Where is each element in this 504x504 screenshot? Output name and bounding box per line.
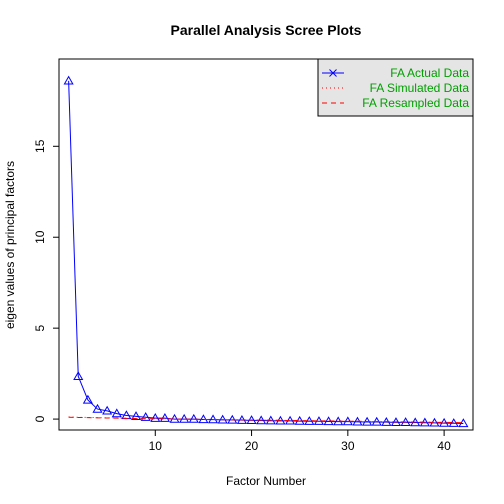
- series-line-2: [68, 416, 464, 424]
- legend: FA Actual Data FA Simulated Data FA Resa…: [317, 58, 474, 117]
- data-point-0: [179, 413, 190, 423]
- data-point-0: [102, 405, 113, 415]
- data-point-0: [150, 412, 161, 422]
- legend-box: [317, 58, 474, 117]
- y-tick-label: 5: [33, 325, 47, 332]
- data-point-0: [159, 412, 170, 422]
- x-tick-label: 10: [149, 439, 163, 453]
- series-layer: [63, 75, 469, 428]
- data-point-0: [130, 411, 142, 421]
- data-point-0: [140, 412, 151, 421]
- y-axis: 0 5 10 15: [33, 139, 59, 422]
- legend-label-actual: FA Actual Data: [390, 66, 469, 80]
- legend-cross-mark: [329, 69, 337, 77]
- data-point-0: [188, 413, 199, 423]
- x-tick-label: 20: [245, 439, 259, 453]
- legend-label-simulated: FA Simulated Data: [370, 81, 470, 95]
- y-tick-label: 10: [33, 230, 47, 244]
- y-tick-label: 15: [33, 139, 47, 153]
- x-tick-label: 30: [341, 439, 355, 453]
- data-point-0: [111, 408, 122, 418]
- x-tick-label: 40: [437, 439, 451, 453]
- data-point-0: [82, 394, 93, 404]
- data-point-0: [63, 75, 74, 85]
- legend-label-resampled: FA Resampled Data: [362, 96, 469, 110]
- plot-area-border: [58, 58, 474, 431]
- legend-symbol-actual: [322, 69, 344, 77]
- x-axis-title: Factor Number: [226, 474, 306, 488]
- x-axis: 10 20 30 40: [149, 430, 451, 453]
- series-line-0: [68, 80, 464, 424]
- y-axis-title: eigen values of principal factors: [3, 161, 17, 329]
- y-tick-label: 0: [33, 415, 47, 422]
- chart-title: Parallel Analysis Scree Plots: [171, 22, 362, 38]
- data-point-0: [92, 403, 103, 413]
- data-point-0: [73, 371, 84, 381]
